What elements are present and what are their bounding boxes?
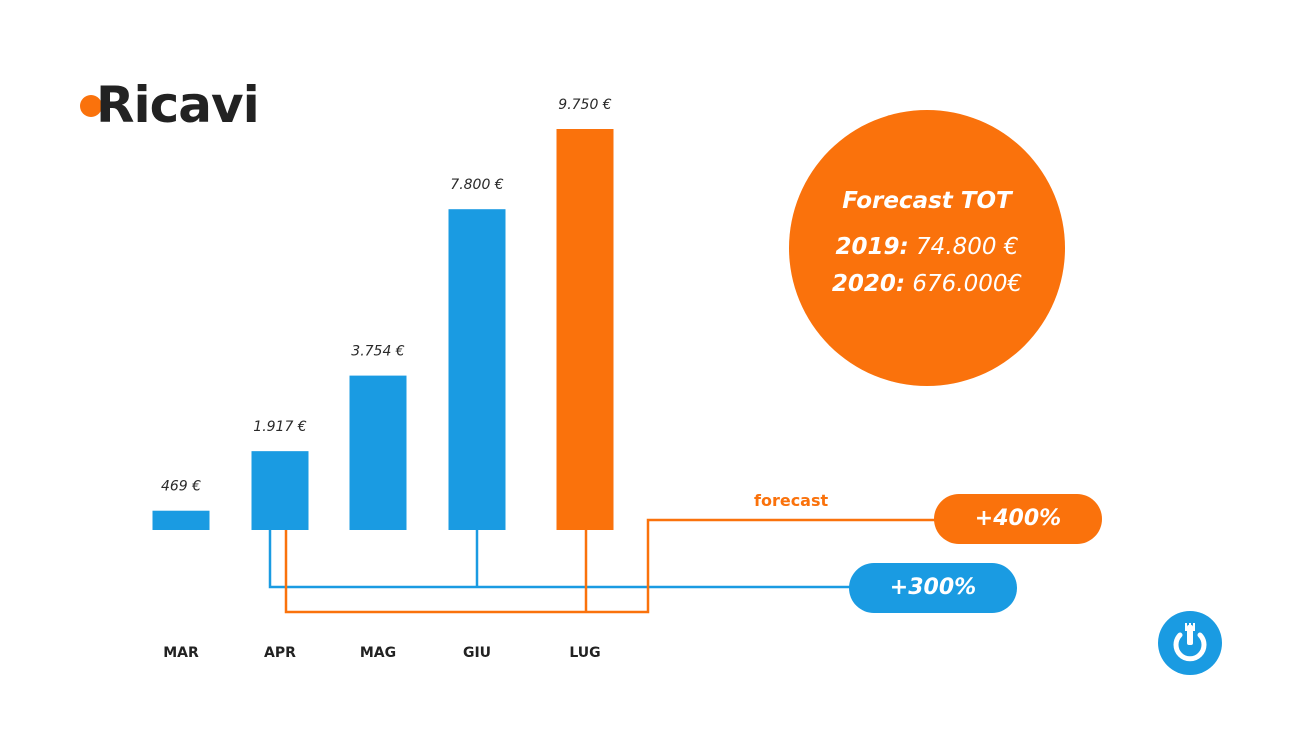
value-label-lug: 9.750 € <box>558 97 612 113</box>
value-labels: 469 € 1.917 € 3.754 € 7.800 € 9.750 € <box>161 97 612 495</box>
page-title: Ricavi <box>96 76 260 134</box>
forecast-2019-year: 2019: <box>835 234 909 260</box>
actual-growth-badge: +300% <box>849 563 1017 613</box>
power-fork-icon <box>1158 611 1222 675</box>
bar-giu <box>448 209 506 530</box>
value-label-apr: 1.917 € <box>253 419 307 435</box>
category-label-mar: MAR <box>163 645 199 661</box>
forecast-growth-connector <box>284 518 940 614</box>
forecast-2020-year: 2020: <box>831 271 906 297</box>
category-label-lug: LUG <box>569 645 600 661</box>
category-label-apr: APR <box>264 645 296 661</box>
forecast-2020-value: 676.000€ <box>912 271 1023 297</box>
title-dot <box>80 95 102 117</box>
forecast-2019-line: 2019: 74.800 € <box>789 234 1065 260</box>
value-label-giu: 7.800 € <box>450 177 504 193</box>
bars <box>152 129 614 530</box>
forecast-title: Forecast TOT <box>842 188 1012 214</box>
category-label-giu: GIU <box>463 645 491 661</box>
actual-growth-connector <box>268 530 855 589</box>
bar-mag <box>349 375 407 530</box>
bar-apr <box>251 451 309 530</box>
forecast-growth-badge: +400% <box>934 494 1102 544</box>
category-label-mag: MAG <box>360 645 396 661</box>
forecast-label: forecast <box>754 491 829 510</box>
forecast-total-circle: Forecast TOT 2019: 74.800 € 2020: 676.00… <box>789 110 1065 386</box>
bar-lug <box>556 129 614 530</box>
growth-connectors <box>268 518 940 614</box>
value-label-mar: 469 € <box>161 479 201 495</box>
forecast-2019-value: 74.800 € <box>916 234 1019 260</box>
value-label-mag: 3.754 € <box>351 344 405 360</box>
forecast-2020-line: 2020: 676.000€ <box>789 271 1065 297</box>
category-labels: MAR APR MAG GIU LUG <box>163 645 600 661</box>
bar-mar <box>152 510 210 530</box>
